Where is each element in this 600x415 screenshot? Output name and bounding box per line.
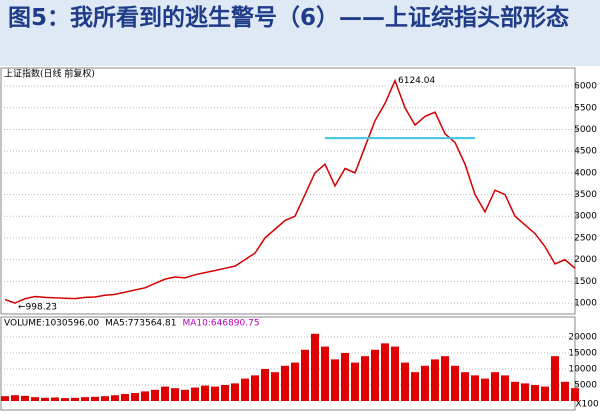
volume-header: MA10:646890.75 [182,319,259,329]
annotation: 6124.04 [398,76,435,86]
volume-bar [271,372,279,401]
volume-bar [21,395,29,401]
price-frame [0,67,576,315]
volume-bar [251,375,259,401]
volume-bar [491,372,499,401]
volume-bar [301,349,309,401]
volume-bar [111,395,119,401]
volume-bar [181,389,189,401]
volume-bar [471,375,479,401]
volume-bar [571,388,579,401]
volume-bar [101,396,109,401]
volume-bar [71,397,79,401]
volume-bar [401,362,409,401]
volume-bar [51,397,59,401]
volume-bar [231,383,239,401]
volume-bar [171,388,179,401]
y-tick-label: 2000 [574,255,597,265]
volume-bar [211,386,219,401]
page-title: 图5：我所看到的逃生警号（6）——上证综指头部形态 [0,0,600,66]
y-tick-label: 1500 [574,277,597,287]
volume-bar [391,346,399,401]
volume-bar [341,352,349,401]
volume-bar [91,396,99,401]
volume-bar [381,343,389,401]
volume-bar [461,372,469,401]
volume-bar [331,359,339,401]
volume-bar [201,385,209,401]
volume-bar [431,359,439,401]
volume-bar [121,393,129,401]
volume-bar [161,386,169,401]
volume-bar [61,398,69,401]
volume-bar [241,378,249,401]
volume-bar [361,356,369,401]
y-tick-label: 2500 [574,233,597,243]
volume-bar [41,397,49,401]
volume-bar [151,389,159,401]
volume-bar [81,397,89,401]
volume-bar [191,387,199,401]
y-tick-label: 4000 [574,168,597,178]
volume-bar [551,356,559,401]
price-label: 上证指数(日线 前复权) [4,68,95,80]
y-tick-label: 6000 [574,82,597,92]
volume-bar [371,349,379,401]
y-tick-label: 3000 [574,212,597,222]
y-tick-label: 1000 [574,299,597,309]
volume-bar [511,381,519,401]
volume-bar [311,333,319,401]
y-tick-label: 20000 [568,332,597,342]
volume-frame [0,316,576,411]
volume-bar [441,356,449,401]
volume-bar [281,365,289,401]
volume-bar [421,365,429,401]
volume-bar [141,391,149,401]
y-tick-label: 15000 [568,348,597,358]
y-tick-label: 10000 [568,364,597,374]
volume-bar [221,384,229,401]
volume-bar [541,386,549,401]
volume-unit: X100 [575,400,599,410]
volume-bar [451,365,459,401]
y-tick-label: 3500 [574,190,597,200]
volume-bar [411,372,419,401]
volume-bar [501,375,509,401]
volume-bar [521,383,529,401]
annotation: ←998.23 [18,303,57,313]
price-line [4,78,576,304]
volume-bar [351,362,359,401]
y-tick-label: 5000 [574,380,597,390]
volume-header: MA5:773564.81 [105,319,176,329]
volume-bar [131,392,139,401]
volume-header: VOLUME:1030596.00 [4,319,99,329]
y-tick-label: 5500 [574,103,597,113]
y-tick-label: 5000 [574,125,597,135]
volume-bar [291,362,299,401]
volume-bar [11,395,19,401]
volume-bar [1,396,9,401]
volume-bar [261,368,269,401]
volume-bar [561,381,569,401]
volume-bar [481,378,489,401]
volume-bar [31,397,39,401]
volume-bar [321,346,329,401]
volume-bar [531,384,539,401]
y-tick-label: 4500 [574,147,597,157]
